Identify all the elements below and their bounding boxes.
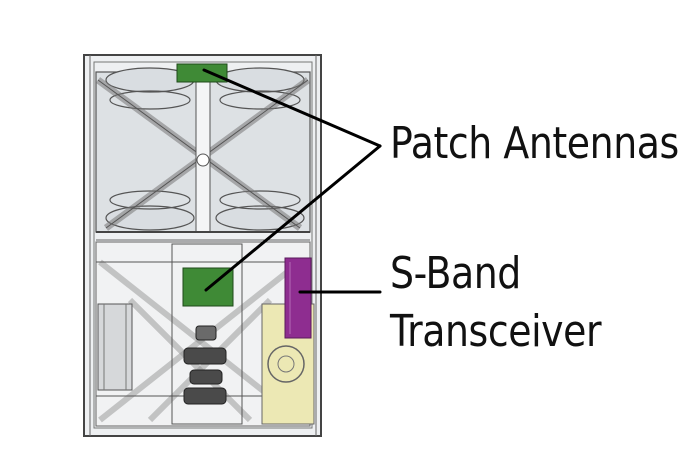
reaction-wheels bbox=[183, 325, 227, 405]
s-band-label-line1: S-Band bbox=[390, 248, 521, 299]
leader-lines bbox=[202, 68, 382, 294]
side-module bbox=[97, 303, 133, 391]
leader-line-antenna-top bbox=[202, 68, 382, 148]
s-band-label-line2: Transceiver bbox=[390, 306, 602, 357]
chassis-inner bbox=[93, 61, 313, 429]
s-band-transceiver bbox=[284, 257, 312, 339]
patch-antennas-label: Patch Antennas bbox=[390, 118, 679, 169]
patch-antenna-top bbox=[176, 63, 228, 83]
satellite-structure bbox=[83, 54, 322, 437]
leader-line-antenna-center bbox=[204, 144, 382, 292]
